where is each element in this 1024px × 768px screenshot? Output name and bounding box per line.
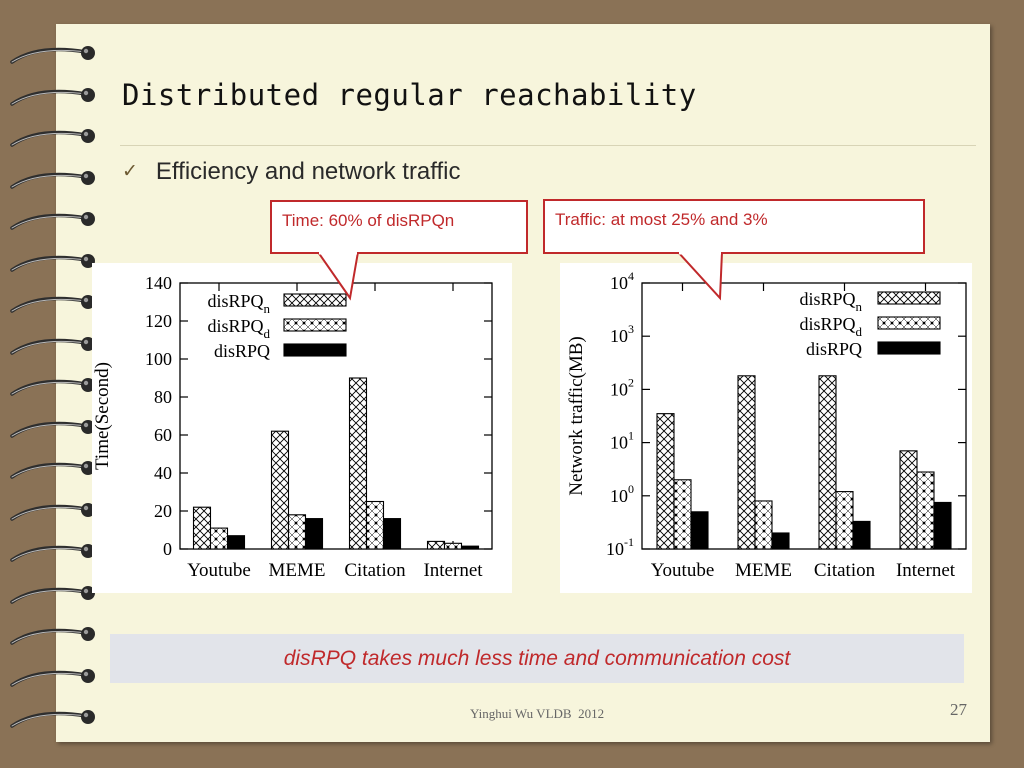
binding-ring-icon [10, 87, 95, 106]
callout-time-text: Time: 60% of disRPQn [282, 211, 455, 230]
bar [916, 471, 935, 550]
binding-ring-icon [10, 253, 95, 272]
legend-label: disRPQd [207, 316, 270, 341]
y-tick-label: 140 [145, 273, 172, 293]
bar [382, 518, 402, 550]
y-tick-label: 60 [154, 425, 172, 445]
bar [348, 377, 368, 550]
legend-swatch [877, 291, 941, 305]
x-tick-label: Youtube [187, 560, 251, 581]
y-tick-label: 80 [154, 387, 172, 407]
binding-ring-icon [10, 627, 95, 645]
binding-ring-icon [10, 544, 95, 562]
y-tick-label: 40 [154, 463, 172, 483]
checkmark-icon: ✓ [122, 161, 138, 182]
conclusion-text: disRPQ takes much less time and communic… [283, 646, 791, 670]
title-divider [120, 145, 976, 146]
legend-label: disRPQ [806, 339, 862, 359]
bar [270, 430, 290, 550]
bar [304, 518, 324, 550]
legend-label: disRPQn [799, 289, 862, 314]
bar [754, 500, 773, 550]
bar [899, 450, 918, 550]
legend-label: disRPQn [207, 291, 270, 316]
bar [737, 375, 756, 550]
y-tick-label: 103 [610, 322, 634, 346]
bar [192, 506, 212, 550]
bar [426, 540, 446, 550]
y-axis-label: Network traffic(MB) [566, 336, 587, 496]
footer-text: Yinghui Wu VLDB 2012 [470, 706, 605, 721]
bar [933, 501, 952, 550]
binding-ring-icon [10, 336, 95, 355]
binding-ring-icon [10, 668, 95, 687]
y-tick-label: 120 [145, 311, 172, 331]
page-number: 27 [950, 700, 967, 719]
x-tick-label: Internet [423, 560, 483, 581]
y-tick-label: 101 [610, 429, 634, 453]
binding-ring-icon [10, 461, 95, 479]
traffic-chart-panel: 10-1 100 101 102 103 104 Network traffic(MB) Yo… [560, 263, 972, 593]
binding-ring-icon [10, 710, 95, 728]
bullet-item: ✓ Efficiency and network traffic [122, 158, 461, 186]
binding-ring-icon [10, 129, 95, 147]
binding-ring-icon [10, 419, 95, 438]
bar [690, 511, 709, 550]
y-tick-label: 0 [163, 539, 172, 559]
legend-swatch [283, 318, 347, 332]
time-chart: 0 20 40 60 80 100 120 140 Time(Second) Youtube MEM… [92, 273, 493, 581]
binding-ring-icon [10, 502, 95, 521]
binding-ring-icon [10, 378, 95, 396]
legend-swatch [877, 341, 941, 355]
bar [852, 520, 871, 550]
binding-ring-icon [10, 295, 95, 313]
bar [365, 500, 385, 550]
bar [443, 542, 463, 550]
binding-ring-icon [10, 585, 95, 604]
x-tick-label: MEME [735, 560, 792, 581]
slide-title: Distributed regular reachability [122, 78, 697, 112]
y-tick-label: 100 [145, 349, 172, 369]
x-tick-label: Internet [896, 560, 956, 581]
legend-label: disRPQ [214, 341, 270, 361]
y-tick-label: 102 [610, 375, 634, 399]
time-chart-panel: 0 20 40 60 80 100 120 140 Time(Second) Youtube MEM… [92, 263, 512, 593]
bar [460, 545, 480, 550]
traffic-chart: 10-1 100 101 102 103 104 Network traffic(MB) Yo… [566, 269, 967, 581]
binding-ring-icon [10, 212, 95, 230]
x-tick-label: Youtube [651, 560, 715, 581]
x-tick-label: MEME [269, 560, 326, 581]
y-tick-label: 100 [610, 482, 634, 506]
legend-swatch [877, 316, 941, 330]
y-tick-label: 10-1 [606, 535, 634, 559]
x-tick-label: Citation [814, 560, 876, 581]
bar [209, 527, 229, 550]
bullet-text: Efficiency and network traffic [155, 158, 461, 185]
legend-label: disRPQd [799, 314, 862, 339]
binding-ring-icon [10, 170, 95, 189]
bar [287, 514, 307, 550]
bar [818, 375, 837, 550]
bar [226, 535, 246, 550]
plot-frame [641, 282, 967, 550]
bar [771, 532, 790, 550]
y-axis-label: Time(Second) [92, 362, 113, 470]
callout-traffic: Traffic: at most 25% and 3% [543, 199, 925, 254]
y-tick-label: 20 [154, 501, 172, 521]
bar [835, 491, 854, 550]
x-tick-label: Citation [344, 560, 406, 581]
legend-swatch [283, 343, 347, 357]
legend-swatch [283, 293, 347, 307]
callout-time: Time: 60% of disRPQn [270, 200, 528, 254]
y-tick-label: 104 [610, 269, 634, 293]
binding-ring-icon [10, 46, 95, 64]
conclusion-banner: disRPQ takes much less time and communic… [110, 634, 964, 683]
bar [673, 479, 692, 550]
bar [656, 413, 675, 550]
callout-traffic-text: Traffic: at most 25% and 3% [555, 210, 768, 229]
